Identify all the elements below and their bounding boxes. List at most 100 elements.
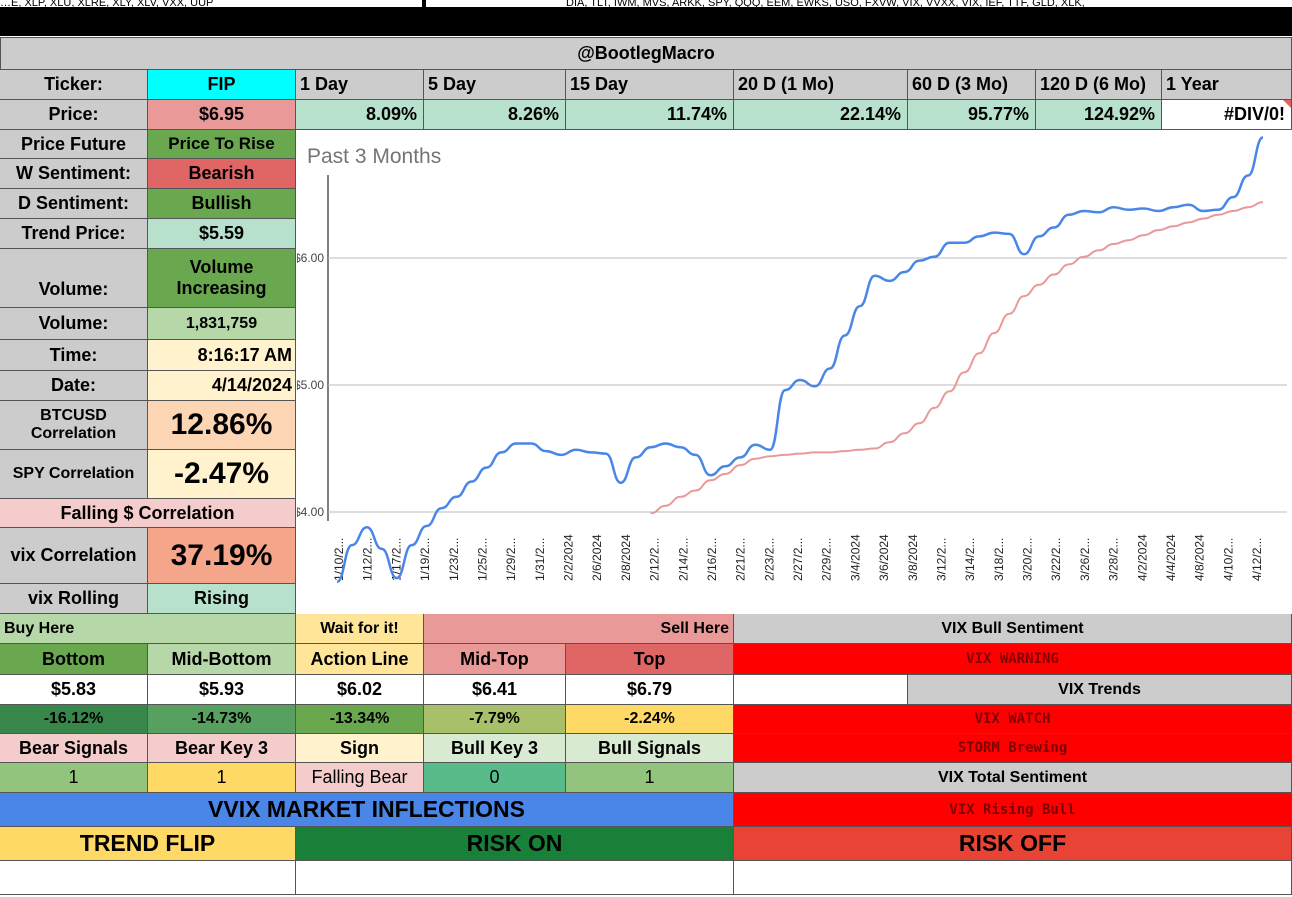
level-price-mid-top: $6.41 — [424, 675, 566, 705]
signal-value-bear-signals: 1 — [0, 763, 148, 793]
price-value: $6.95 — [148, 100, 296, 130]
price-label: Price: — [0, 100, 148, 130]
price-series-line — [336, 136, 1264, 584]
period-header: 60 D (3 Mo) — [908, 70, 1036, 100]
y-tick-label: $5.00 — [297, 378, 324, 392]
top-strip: …E, XLP, XLU, XLRE, XLY, XLV, VXX, UUP D… — [0, 0, 1292, 36]
time-label: Time: — [0, 340, 148, 371]
falling-correlation-label: Falling $ Correlation — [0, 499, 296, 528]
vix-rolling-value: Rising — [148, 584, 296, 614]
vvix-inflections-banner: VVIX MARKET INFLECTIONS — [0, 793, 734, 827]
signal-header-bear-key: Bear Key 3 — [148, 734, 296, 763]
risk-on: RISK ON — [296, 827, 734, 861]
x-tick-label: 2/29/2... — [820, 538, 834, 581]
x-tick-label: 2/2/2024 — [562, 534, 576, 581]
w-sentiment-label: W Sentiment: — [0, 159, 148, 189]
x-tick-label: 2/16/2... — [705, 538, 719, 581]
top-strip-right-text: DIA, TLT, IWM, MVS, ARKK, SPY, QQQ, EEM,… — [426, 0, 1292, 7]
level-price-bottom: $5.83 — [0, 675, 148, 705]
blank-cell — [0, 861, 296, 895]
x-tick-label: 4/8/2024 — [1193, 534, 1207, 581]
vix-correlation-value: 37.19% — [148, 528, 296, 584]
signal-value-sign: Falling Bear — [296, 763, 424, 793]
date-label: Date: — [0, 371, 148, 401]
price-future-value: Price To Rise — [148, 130, 296, 159]
x-tick-label: 1/23/2... — [447, 538, 461, 581]
x-tick-label: 3/6/2024 — [877, 534, 891, 581]
volume-trend-value: Volume Increasing — [148, 249, 296, 308]
volume-trend-label: Volume: — [0, 249, 148, 308]
vix-trends-blank — [734, 675, 908, 705]
level-pct-top: -2.24% — [566, 705, 734, 734]
btc-correlation-value: 12.86% — [148, 401, 296, 450]
volume-label: Volume: — [0, 308, 148, 340]
level-name-bottom: Bottom — [0, 644, 148, 675]
x-tick-label: 1/12/2... — [361, 538, 375, 581]
level-pct-mid-bottom: -14.73% — [148, 705, 296, 734]
signal-header-bull-key: Bull Key 3 — [424, 734, 566, 763]
trend-series-line — [650, 201, 1264, 515]
period-change: 8.09% — [296, 100, 424, 130]
period-change: #DIV/0! — [1162, 100, 1292, 130]
ticker-value[interactable]: FIP — [148, 70, 296, 100]
header-title: @BootlegMacro — [0, 37, 1292, 70]
x-tick-label: 2/12/2... — [648, 538, 662, 581]
x-tick-label: 1/31/2... — [533, 538, 547, 581]
y-tick-label: $4.00 — [297, 505, 324, 519]
x-tick-label: 1/29/2... — [504, 538, 518, 581]
btc-correlation-label: BTCUSD Correlation — [0, 401, 148, 450]
level-pct-mid-top: -7.79% — [424, 705, 566, 734]
period-change: 22.14% — [734, 100, 908, 130]
ticker-label: Ticker: — [0, 70, 148, 100]
period-header: 5 Day — [424, 70, 566, 100]
signal-value-bull-signals: 1 — [566, 763, 734, 793]
x-tick-label: 4/4/2024 — [1164, 534, 1178, 581]
x-tick-label: 3/14/2... — [963, 538, 977, 581]
x-tick-label: 3/20/2... — [1021, 538, 1035, 581]
volume-value: 1,831,759 — [148, 308, 296, 340]
price-chart[interactable]: Past 3 Months $4.00 $5.00 $6.00 1/10/2... 1… — [297, 131, 1290, 613]
x-tick-label: 2/21/2... — [734, 538, 748, 581]
y-tick-label: $6.00 — [297, 251, 324, 265]
spy-correlation-label: SPY Correlation — [0, 450, 148, 499]
signal-value-bear-key: 1 — [148, 763, 296, 793]
vix-total-sentiment-title: VIX Total Sentiment — [734, 763, 1292, 793]
storm-brewing: STORM Brewing — [734, 734, 1292, 763]
top-strip-left-text: …E, XLP, XLU, XLRE, XLY, XLV, VXX, UUP — [0, 0, 422, 7]
vix-watch: VIX WATCH — [734, 705, 1292, 734]
signal-header-bull-signals: Bull Signals — [566, 734, 734, 763]
level-name-action-line: Action Line — [296, 644, 424, 675]
level-pct-action-line: -13.34% — [296, 705, 424, 734]
signal-header-sign: Sign — [296, 734, 424, 763]
vix-bull-sentiment-title: VIX Bull Sentiment — [734, 614, 1292, 644]
period-change: 95.77% — [908, 100, 1036, 130]
trend-price-value: $5.59 — [148, 219, 296, 249]
level-name-mid-top: Mid-Top — [424, 644, 566, 675]
x-tick-label: 1/17/2... — [389, 538, 403, 581]
spy-correlation-value: -2.47% — [148, 450, 296, 499]
date-value: 4/14/2024 — [148, 371, 296, 401]
risk-off: RISK OFF — [734, 827, 1292, 861]
x-tick-label: 2/27/2... — [791, 538, 805, 581]
level-name-mid-bottom: Mid-Bottom — [148, 644, 296, 675]
blank-cell — [296, 861, 734, 895]
d-sentiment-value: Bullish — [148, 189, 296, 219]
vix-rising-bull: VIX Rising Bull — [734, 793, 1292, 827]
vix-rolling-label: vix Rolling — [0, 584, 148, 614]
level-price-action-line: $6.02 — [296, 675, 424, 705]
x-tick-label: 2/6/2024 — [590, 534, 604, 581]
d-sentiment-label: D Sentiment: — [0, 189, 148, 219]
x-tick-label: 3/8/2024 — [906, 534, 920, 581]
x-tick-label: 3/28/2... — [1107, 538, 1121, 581]
sell-here-label: Sell Here — [424, 614, 734, 644]
x-tick-label: 1/10/2... — [332, 538, 346, 581]
signal-header-bear-signals: Bear Signals — [0, 734, 148, 763]
buy-here-label: Buy Here — [0, 614, 296, 644]
blank-cell — [734, 861, 1292, 895]
trend-flip: TREND FLIP — [0, 827, 296, 861]
chart-title: Past 3 Months — [307, 145, 441, 168]
x-tick-label: 1/19/2... — [418, 538, 432, 581]
period-header: 1 Year — [1162, 70, 1292, 100]
x-tick-label: 4/2/2024 — [1135, 534, 1149, 581]
comment-marker-icon — [1283, 100, 1291, 108]
